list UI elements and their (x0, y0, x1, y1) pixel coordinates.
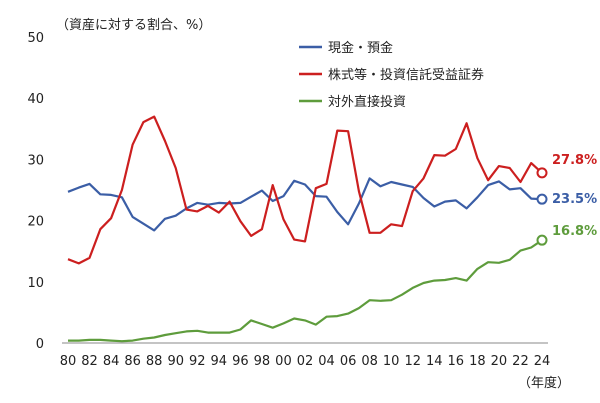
x-tick-label: 04 (318, 354, 335, 369)
x-tick-label: 16 (448, 354, 465, 369)
y-tick-label: 50 (27, 31, 44, 46)
x-tick-label: 10 (383, 354, 400, 369)
series-line-0 (67, 177, 543, 232)
x-tick-label: 12 (404, 354, 421, 369)
y-tick-label: 20 (27, 215, 44, 230)
y-tick-label: 40 (27, 92, 44, 107)
series-end-marker-2 (536, 234, 548, 246)
end-labels: 23.5% 27.8% 16.8% (552, 153, 597, 239)
x-tick-label: 80 (60, 354, 77, 369)
end-value-label-2: 16.8% (552, 224, 597, 239)
y-tick-label: 10 (27, 276, 44, 291)
series-end-marker-1 (536, 167, 548, 179)
x-axis-ticks: 80 82 84 86 88 90 92 94 96 98 00 02 04 06 08 10 12 14 16 18… (60, 354, 551, 369)
legend-label-2: 対外直接投資 (328, 94, 406, 110)
y-tick-label: 30 (27, 153, 44, 168)
legend-label-1: 株式等・投資信託受益証券 (328, 67, 484, 83)
legend-label-0: 現金・預金 (328, 40, 393, 56)
x-tick-label: 84 (103, 354, 120, 369)
x-tick-label: 90 (167, 354, 184, 369)
x-tick-label: 00 (275, 354, 292, 369)
x-tick-label: 06 (340, 354, 357, 369)
end-value-label-0: 23.5% (552, 192, 597, 207)
x-tick-label: 24 (534, 354, 551, 369)
y-axis-ticks: 0 10 20 30 40 50 (27, 31, 44, 352)
series-group (67, 115, 548, 343)
x-tick-label: 14 (426, 354, 443, 369)
x-tick-label: 22 (512, 354, 529, 369)
end-value-label-1: 27.8% (552, 153, 597, 168)
x-axis-label: （年度） (518, 375, 570, 391)
x-tick-label: 92 (189, 354, 206, 369)
x-tick-label: 88 (146, 354, 163, 369)
x-tick-label: 86 (124, 354, 141, 369)
x-tick-label: 96 (232, 354, 249, 369)
x-tick-label: 98 (254, 354, 271, 369)
x-tick-label: 20 (491, 354, 508, 369)
x-tick-label: 18 (469, 354, 486, 369)
series-line-1 (67, 115, 543, 265)
x-tick-label: 94 (211, 354, 228, 369)
y-tick-label: 0 (36, 337, 44, 352)
series-end-marker-0 (536, 193, 548, 205)
series-line-2 (68, 239, 543, 343)
x-tick-label: 82 (81, 354, 98, 369)
y-axis-label: （資産に対する割合、%） (56, 17, 211, 33)
x-tick-label: 08 (361, 354, 378, 369)
x-tick-label: 02 (297, 354, 314, 369)
